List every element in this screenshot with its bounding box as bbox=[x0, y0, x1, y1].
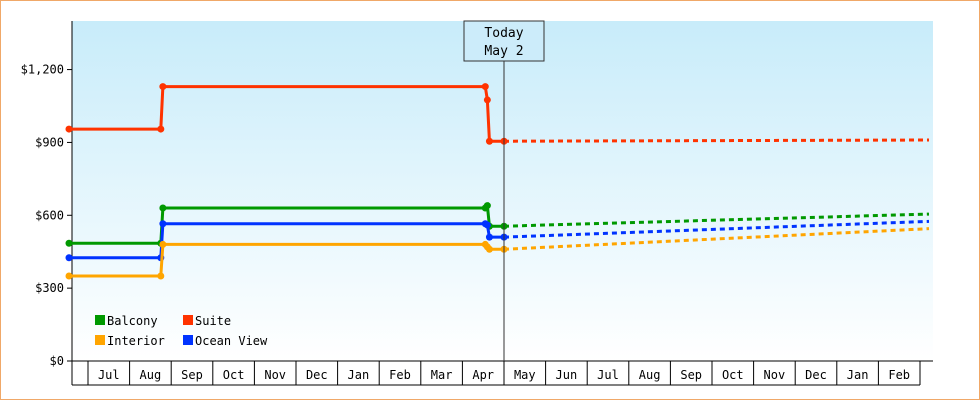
x-tick-label: Feb bbox=[389, 368, 411, 382]
x-tick-label: Aug bbox=[639, 368, 661, 382]
x-tick-label: Jul bbox=[597, 368, 619, 382]
suite-point bbox=[65, 125, 73, 133]
suite-point bbox=[485, 137, 493, 145]
legend-swatch-balcony bbox=[95, 315, 105, 325]
x-tick-label: Apr bbox=[472, 368, 494, 382]
legend-label-balcony: Balcony bbox=[107, 314, 158, 328]
suite-forecast-line bbox=[503, 138, 930, 143]
x-tick-label: Sep bbox=[680, 368, 702, 382]
x-tick-label: Jul bbox=[98, 368, 120, 382]
ocean-view-point bbox=[485, 233, 493, 241]
x-tick-label: Aug bbox=[140, 368, 162, 382]
interior-point bbox=[485, 245, 493, 253]
x-tick-label: May bbox=[514, 368, 536, 382]
y-tick-label: $0 bbox=[50, 354, 64, 368]
suite-point bbox=[481, 83, 489, 91]
x-tick-label: Feb bbox=[888, 368, 910, 382]
balcony-forecast-line bbox=[503, 212, 930, 228]
interior-forecast-line bbox=[503, 227, 930, 251]
legend-label-ocean-view: Ocean View bbox=[195, 334, 268, 348]
x-tick-label: Dec bbox=[306, 368, 328, 382]
legend-label-suite: Suite bbox=[195, 314, 231, 328]
legend-swatch-interior bbox=[95, 335, 105, 345]
x-tick-label: Jun bbox=[556, 368, 578, 382]
x-tick-label: Nov bbox=[764, 368, 786, 382]
ocean-view-forecast-line bbox=[503, 219, 930, 239]
today-box bbox=[463, 20, 545, 62]
ocean-view-point bbox=[159, 220, 167, 228]
y-tick-label: $600 bbox=[35, 208, 64, 222]
suite-point bbox=[157, 125, 165, 133]
balcony-point bbox=[483, 202, 491, 210]
interior-point bbox=[65, 272, 73, 280]
balcony-point bbox=[65, 239, 73, 247]
today-label: Today bbox=[484, 26, 523, 41]
today-date: May 2 bbox=[484, 44, 523, 59]
suite-point bbox=[159, 83, 167, 91]
x-tick-label: Mar bbox=[431, 368, 453, 382]
y-tick-label: $1,200 bbox=[21, 63, 64, 77]
legend-label-interior: Interior bbox=[107, 334, 165, 348]
plot-background bbox=[72, 21, 933, 361]
ocean-view-point bbox=[65, 254, 73, 262]
suite-point bbox=[483, 96, 491, 104]
x-tick-label: Jan bbox=[348, 368, 370, 382]
y-tick-label: $300 bbox=[35, 281, 64, 295]
x-tick-label: Oct bbox=[722, 368, 744, 382]
legend-swatch-ocean-view bbox=[183, 335, 193, 345]
y-tick-label: $900 bbox=[35, 135, 64, 149]
balcony-point bbox=[159, 204, 167, 212]
x-tick-label: Sep bbox=[181, 368, 203, 382]
interior-point bbox=[157, 272, 165, 280]
x-tick-label: Dec bbox=[805, 368, 827, 382]
legend-swatch-suite bbox=[183, 315, 193, 325]
interior-point bbox=[159, 240, 167, 248]
x-tick-label: Jan bbox=[847, 368, 869, 382]
x-tick-label: Nov bbox=[264, 368, 286, 382]
ocean-view-point bbox=[483, 221, 491, 229]
x-tick-label: Oct bbox=[223, 368, 245, 382]
